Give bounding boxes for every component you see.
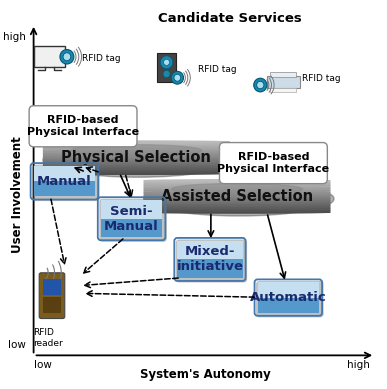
Ellipse shape: [43, 161, 229, 163]
Ellipse shape: [144, 205, 330, 207]
Ellipse shape: [144, 196, 330, 198]
FancyBboxPatch shape: [176, 240, 247, 282]
Text: Mixed-
initiative: Mixed- initiative: [176, 245, 243, 273]
Ellipse shape: [43, 148, 229, 150]
Text: Semi-
Manual: Semi- Manual: [104, 205, 159, 233]
Ellipse shape: [43, 158, 229, 159]
FancyBboxPatch shape: [256, 281, 324, 317]
Ellipse shape: [43, 144, 229, 146]
Text: RFID tag: RFID tag: [82, 54, 121, 63]
Circle shape: [164, 59, 170, 65]
Text: high: high: [3, 32, 26, 42]
Ellipse shape: [172, 184, 302, 195]
Ellipse shape: [71, 145, 202, 156]
Ellipse shape: [43, 146, 229, 148]
FancyBboxPatch shape: [257, 298, 319, 313]
Ellipse shape: [144, 211, 330, 213]
Circle shape: [160, 56, 173, 69]
Ellipse shape: [43, 164, 229, 166]
Ellipse shape: [43, 167, 229, 169]
FancyBboxPatch shape: [219, 142, 327, 184]
Bar: [43, 297, 61, 313]
FancyBboxPatch shape: [39, 273, 65, 319]
Text: low: low: [8, 340, 26, 350]
Ellipse shape: [43, 156, 229, 158]
Ellipse shape: [43, 149, 229, 151]
FancyBboxPatch shape: [34, 46, 65, 67]
Ellipse shape: [43, 154, 229, 156]
Bar: [157, 53, 176, 82]
Ellipse shape: [43, 152, 229, 154]
Text: RFID-based
Physical Interface: RFID-based Physical Interface: [217, 152, 329, 174]
Ellipse shape: [144, 190, 330, 192]
Circle shape: [174, 74, 181, 81]
Text: RFID tag: RFID tag: [302, 74, 341, 83]
Text: Automatic: Automatic: [250, 291, 327, 304]
Ellipse shape: [43, 171, 229, 173]
Ellipse shape: [43, 163, 229, 165]
Ellipse shape: [144, 182, 334, 216]
Text: Candidate Services: Candidate Services: [158, 12, 301, 25]
Circle shape: [171, 71, 183, 84]
Ellipse shape: [144, 203, 330, 205]
Bar: [43, 279, 61, 295]
FancyBboxPatch shape: [34, 166, 95, 181]
Text: high: high: [347, 360, 370, 370]
FancyBboxPatch shape: [34, 181, 95, 196]
Ellipse shape: [43, 166, 229, 168]
Circle shape: [257, 81, 264, 89]
Ellipse shape: [144, 206, 330, 208]
Ellipse shape: [144, 209, 330, 212]
Text: User Involvement: User Involvement: [11, 136, 24, 253]
Ellipse shape: [144, 198, 330, 200]
FancyBboxPatch shape: [32, 165, 100, 201]
Circle shape: [63, 53, 71, 61]
Ellipse shape: [43, 143, 229, 145]
Ellipse shape: [43, 169, 229, 171]
Ellipse shape: [144, 183, 330, 185]
Circle shape: [60, 49, 74, 64]
FancyBboxPatch shape: [177, 241, 243, 259]
Ellipse shape: [144, 194, 330, 196]
Circle shape: [254, 78, 267, 92]
FancyBboxPatch shape: [101, 219, 163, 237]
Bar: [270, 88, 296, 91]
Ellipse shape: [144, 201, 330, 203]
Ellipse shape: [144, 200, 330, 202]
FancyBboxPatch shape: [99, 199, 167, 242]
Circle shape: [163, 70, 170, 78]
FancyBboxPatch shape: [257, 282, 319, 298]
Ellipse shape: [43, 141, 229, 143]
Bar: [270, 72, 296, 77]
Text: low: low: [34, 360, 51, 370]
Text: System's Autonomy: System's Autonomy: [140, 368, 271, 380]
Ellipse shape: [43, 159, 229, 161]
Text: RFID-based
Physical Interface: RFID-based Physical Interface: [27, 115, 139, 137]
Ellipse shape: [43, 172, 229, 174]
Text: RFID
reader: RFID reader: [34, 328, 63, 348]
Ellipse shape: [144, 208, 330, 210]
Ellipse shape: [144, 180, 330, 182]
Ellipse shape: [43, 151, 229, 153]
Ellipse shape: [144, 193, 330, 195]
Ellipse shape: [144, 188, 330, 190]
FancyBboxPatch shape: [101, 200, 163, 219]
FancyBboxPatch shape: [177, 259, 243, 278]
FancyBboxPatch shape: [29, 106, 137, 147]
Ellipse shape: [144, 191, 330, 193]
Bar: [267, 76, 300, 88]
Text: Physical Selection: Physical Selection: [61, 150, 211, 165]
Ellipse shape: [144, 185, 330, 187]
Text: RFID tag: RFID tag: [198, 65, 236, 74]
Ellipse shape: [144, 181, 330, 184]
Ellipse shape: [43, 143, 233, 177]
Text: Manual: Manual: [37, 175, 92, 188]
Text: Assisted Selection: Assisted Selection: [161, 189, 313, 204]
Ellipse shape: [144, 186, 330, 188]
